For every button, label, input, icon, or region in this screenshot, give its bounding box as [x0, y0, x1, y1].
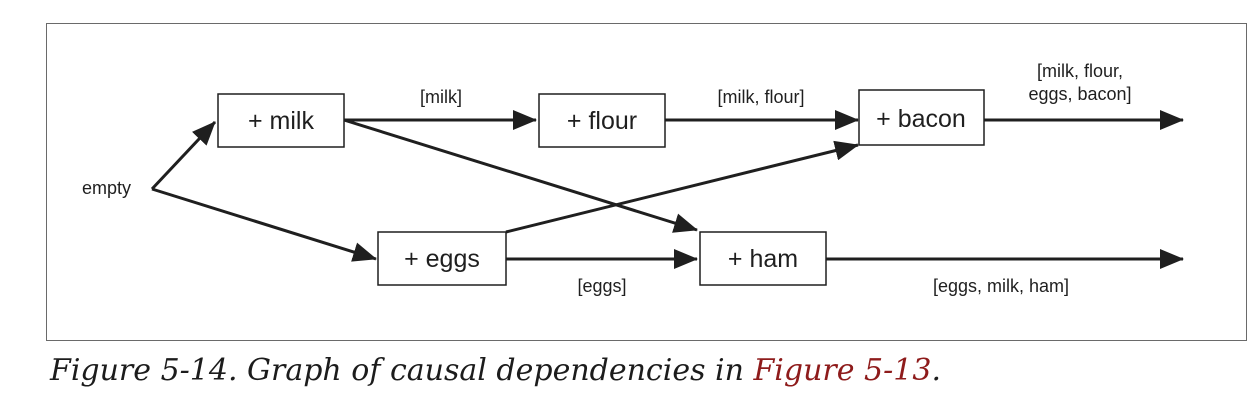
edge-label-bacon-out-line2: eggs, bacon] [1028, 84, 1131, 104]
node-ham-box [699, 231, 827, 286]
node-flour-box [538, 93, 666, 148]
caption-text: Figure 5-14. Graph of causal dependencie… [50, 353, 754, 388]
caption-figure-link[interactable]: Figure 5-13 [753, 353, 932, 388]
node-eggs-box [377, 231, 507, 286]
edge-label-eggs-milk-ham: [eggs, milk, ham] [933, 276, 1069, 296]
edge-empty-to-eggs [151, 187, 377, 262]
node-milk-label: + milk [248, 107, 314, 135]
caption-suffix: . [931, 353, 941, 388]
node-flour-label: + flour [567, 107, 637, 135]
node-milk-box [217, 93, 345, 148]
edge-label-milk: [milk] [420, 87, 462, 107]
edge-eggs-to-bacon [505, 140, 859, 234]
edge-label-milk-flour: [milk, flour] [717, 87, 804, 107]
start-label-empty: empty [82, 178, 131, 198]
node-eggs-label: + eggs [404, 245, 480, 273]
node-bacon-label: + bacon [876, 105, 966, 133]
figure-caption: Figure 5-14. Graph of causal dependencie… [50, 353, 941, 388]
edge-milk-to-ham [343, 118, 698, 233]
edge-label-eggs: [eggs] [577, 276, 626, 296]
edge-empty-to-milk [150, 120, 217, 191]
figure-frame [46, 23, 1247, 341]
node-ham-label: + ham [728, 245, 798, 273]
node-bacon-box [858, 89, 985, 146]
edge-label-bacon-out-line1: [milk, flour, [1037, 61, 1123, 81]
